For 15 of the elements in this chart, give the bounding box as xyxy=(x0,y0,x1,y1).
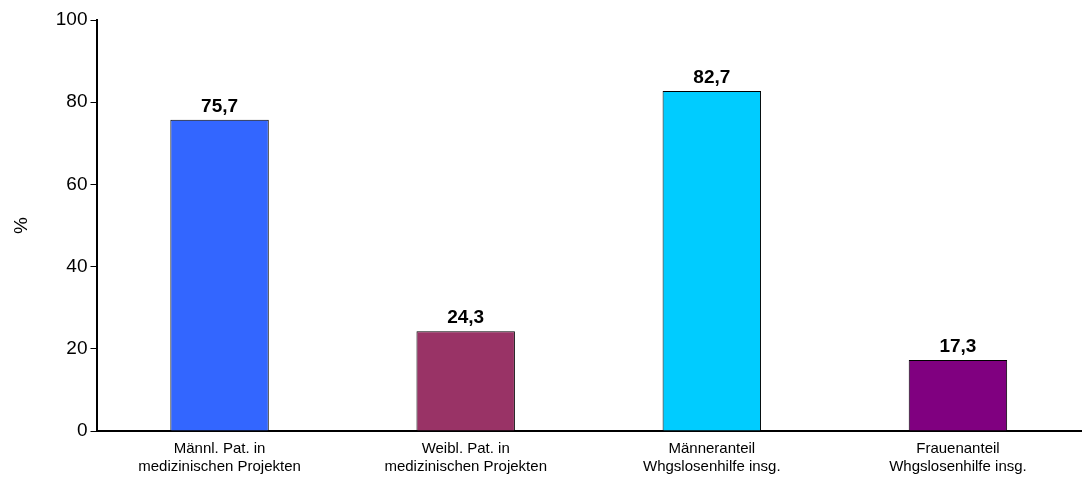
x-tick-label: Männeranteil Whgslosenhilfe insg. xyxy=(643,439,781,475)
y-tick-label: 100 xyxy=(55,8,88,30)
data-label: 82,7 xyxy=(693,65,731,87)
data-label: 24,3 xyxy=(447,305,485,327)
y-tick-label: 0 xyxy=(76,419,88,441)
y-tick-label: 40 xyxy=(66,254,88,276)
data-label: 17,3 xyxy=(939,334,977,356)
y-tick-label: 60 xyxy=(66,172,88,194)
y-tick-label: 20 xyxy=(66,337,88,359)
x-tick-label: Frauenanteil Whgslosenhilfe insg. xyxy=(889,439,1027,475)
x-tick-label: Männl. Pat. in medizinischen Projekten xyxy=(138,439,301,475)
y-tick-label: 80 xyxy=(66,90,88,112)
y-axis-title: % xyxy=(9,216,31,234)
x-tick-label: Weibl. Pat. in medizinischen Projekten xyxy=(384,439,547,475)
data-label: 75,7 xyxy=(201,94,239,116)
